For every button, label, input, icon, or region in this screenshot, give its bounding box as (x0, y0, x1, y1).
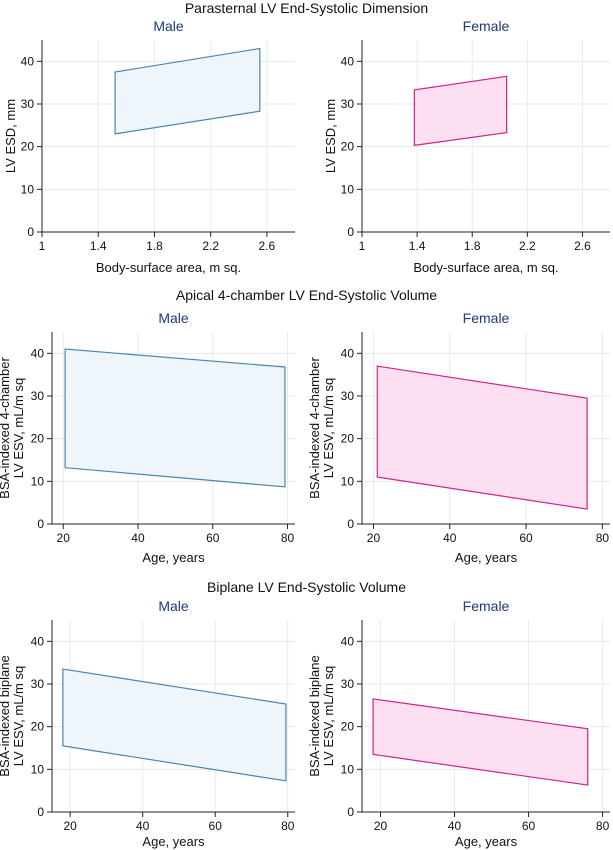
panel-title: Male (158, 598, 189, 614)
y-tick-label: 0 (347, 225, 354, 239)
x-tick-label: 20 (63, 819, 77, 833)
x-tick-label: 1 (359, 239, 366, 253)
y-tick-label: 0 (27, 225, 34, 239)
x-tick-label: 1.8 (146, 239, 163, 253)
reference-band (413, 75, 508, 147)
y-axis-label-line: LV ESV, mL/m sq (321, 665, 336, 767)
y-tick-label: 10 (341, 182, 355, 196)
y-tick-label: 20 (341, 432, 355, 446)
y-tick-label: 30 (21, 97, 35, 111)
x-tick-label: 2.2 (519, 239, 536, 253)
x-tick-label: 40 (448, 819, 462, 833)
reference-band (376, 365, 588, 510)
reference-band (114, 47, 261, 135)
y-tick-label: 30 (31, 389, 45, 403)
panel-title: Male (153, 18, 184, 34)
y-tick-label: 30 (341, 677, 355, 691)
y-tick-label: 20 (341, 720, 355, 734)
x-tick-label: 20 (374, 819, 388, 833)
panel-title: Female (462, 310, 510, 326)
x-tick-label: 2.2 (202, 239, 219, 253)
x-tick-label: 80 (281, 819, 295, 833)
y-tick-label: 40 (341, 634, 355, 648)
y-axis-label-line: BSA-indexed biplane (307, 655, 322, 777)
y-tick-label: 30 (341, 389, 355, 403)
x-tick-label: 20 (367, 531, 381, 545)
x-tick-label: 1.4 (409, 239, 426, 253)
x-tick-label: 20 (57, 531, 71, 545)
y-tick-label: 40 (31, 634, 45, 648)
x-tick-label: 60 (519, 531, 533, 545)
x-axis-label: Age, years (454, 550, 518, 565)
x-tick-label: 60 (522, 819, 536, 833)
x-tick-label: 60 (206, 531, 220, 545)
x-tick-label: 40 (136, 819, 150, 833)
section-title-biplane: Biplane LV End-Systolic Volume (207, 579, 406, 595)
x-tick-label: 2.6 (259, 239, 276, 253)
y-tick-label: 0 (347, 805, 354, 819)
y-tick-label: 20 (31, 432, 45, 446)
section-title-parasternal: Parasternal LV End-Systolic Dimension (184, 0, 429, 16)
y-tick-label: 10 (341, 474, 355, 488)
y-tick-label: 20 (341, 140, 355, 154)
x-axis-label: Body-surface area, m sq. (413, 260, 559, 275)
y-tick-label: 0 (347, 517, 354, 531)
y-tick-label: 20 (31, 720, 45, 734)
x-tick-label: 80 (596, 819, 610, 833)
x-tick-label: 40 (131, 531, 145, 545)
reference-band (372, 698, 589, 786)
y-tick-label: 0 (37, 805, 44, 819)
x-tick-label: 1.8 (464, 239, 481, 253)
reference-band (64, 348, 286, 488)
x-tick-label: 1.4 (90, 239, 107, 253)
x-tick-label: 60 (209, 819, 223, 833)
panel-title: Female (462, 18, 510, 34)
y-tick-label: 10 (31, 762, 45, 776)
y-tick-label: 40 (341, 346, 355, 360)
y-tick-label: 10 (31, 474, 45, 488)
x-tick-label: 80 (281, 531, 295, 545)
x-tick-label: 40 (443, 531, 457, 545)
y-tick-label: 30 (31, 677, 45, 691)
x-tick-label: 2.6 (574, 239, 591, 253)
panel-title: Female (462, 598, 510, 614)
x-tick-label: 1 (39, 239, 46, 253)
y-tick-label: 10 (341, 762, 355, 776)
y-tick-label: 40 (21, 54, 35, 68)
y-axis-label: BSA-indexed biplane LV ESV, mL/m sq (307, 610, 336, 822)
reference-band (62, 668, 287, 782)
x-axis-label: Age, years (454, 834, 518, 849)
y-tick-label: 30 (341, 97, 355, 111)
y-tick-label: 10 (21, 182, 35, 196)
x-axis-label: Age, years (142, 550, 205, 565)
x-axis-label: Age, years (142, 834, 205, 849)
section-title-apical: Apical 4-chamber LV End-Systolic Volume (175, 287, 438, 303)
y-tick-label: 20 (21, 140, 35, 154)
x-tick-label: 80 (596, 531, 610, 545)
y-tick-label: 40 (341, 54, 355, 68)
y-tick-label: 0 (37, 517, 44, 531)
x-axis-label: Body-surface area, m sq. (95, 260, 242, 275)
y-tick-label: 40 (31, 346, 45, 360)
panel-title: Male (158, 310, 189, 326)
